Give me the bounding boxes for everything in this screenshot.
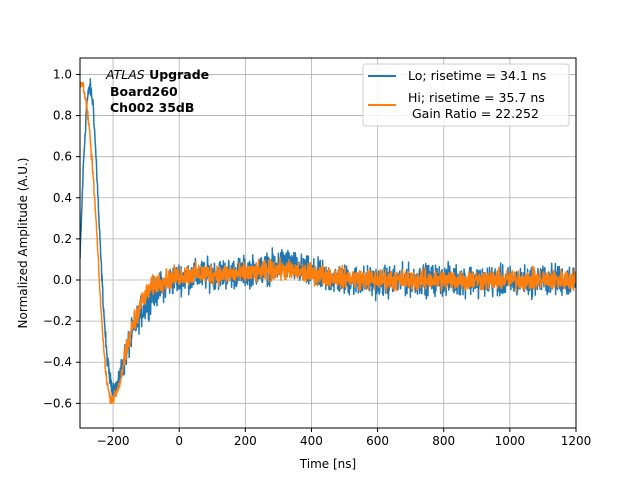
x-tick-label: 0: [175, 434, 183, 448]
legend-box: [362, 63, 570, 127]
y-axis: −0.6 −0.4 −0.2 0.0 0.2 0.4 0.6 0.8 1.0: [43, 67, 80, 410]
y-tick-label: 0.6: [53, 150, 72, 164]
y-tick-label: 0.4: [53, 191, 72, 205]
y-tick-label: 0.2: [53, 232, 72, 246]
x-tick-label: 200: [234, 434, 257, 448]
series-layer: [80, 78, 576, 405]
annotation-atlas: ATLAS: [105, 67, 145, 82]
legend-label-lo: Lo; risetime = 34.1 ns: [408, 68, 546, 83]
legend-label-gain-ratio: Gain Ratio = 22.252: [408, 106, 539, 121]
x-axis: −200 0 200 400 600 800 1000 1200: [97, 428, 592, 448]
x-tick-label: 400: [300, 434, 323, 448]
x-tick-label: 1000: [495, 434, 526, 448]
x-tick-label: 600: [366, 434, 389, 448]
x-tick-label: 800: [432, 434, 455, 448]
y-tick-label: 0.8: [53, 109, 72, 123]
plot-frame: [79, 57, 577, 429]
annotation-line-3: Ch002 35dB: [110, 100, 194, 115]
annotation-line-2: Board260: [110, 84, 178, 99]
y-axis-label: Normalized Amplitude (A.U.): [16, 158, 30, 329]
x-tick-label: 1200: [561, 434, 592, 448]
x-axis-label: Time [ns]: [299, 457, 356, 471]
y-tick-label: −0.6: [43, 396, 72, 410]
y-tick-label: 1.0: [53, 67, 72, 81]
annotation-line-1: ATLAS Upgrade: [105, 67, 209, 82]
y-tick-label: 0.0: [53, 273, 72, 287]
annotation: ATLAS Upgrade Board260 Ch002 35dB: [105, 67, 209, 115]
series-line-hi: [80, 81, 576, 405]
legend-label-hi: Hi; risetime = 35.7 ns: [408, 90, 545, 105]
y-tick-label: −0.2: [43, 314, 72, 328]
y-tick-label: −0.4: [43, 355, 72, 369]
x-tick-label: −200: [97, 434, 130, 448]
legend: Lo; risetime = 34.1 ns Hi; risetime = 35…: [362, 63, 570, 127]
annotation-upgrade: Upgrade: [145, 67, 209, 82]
